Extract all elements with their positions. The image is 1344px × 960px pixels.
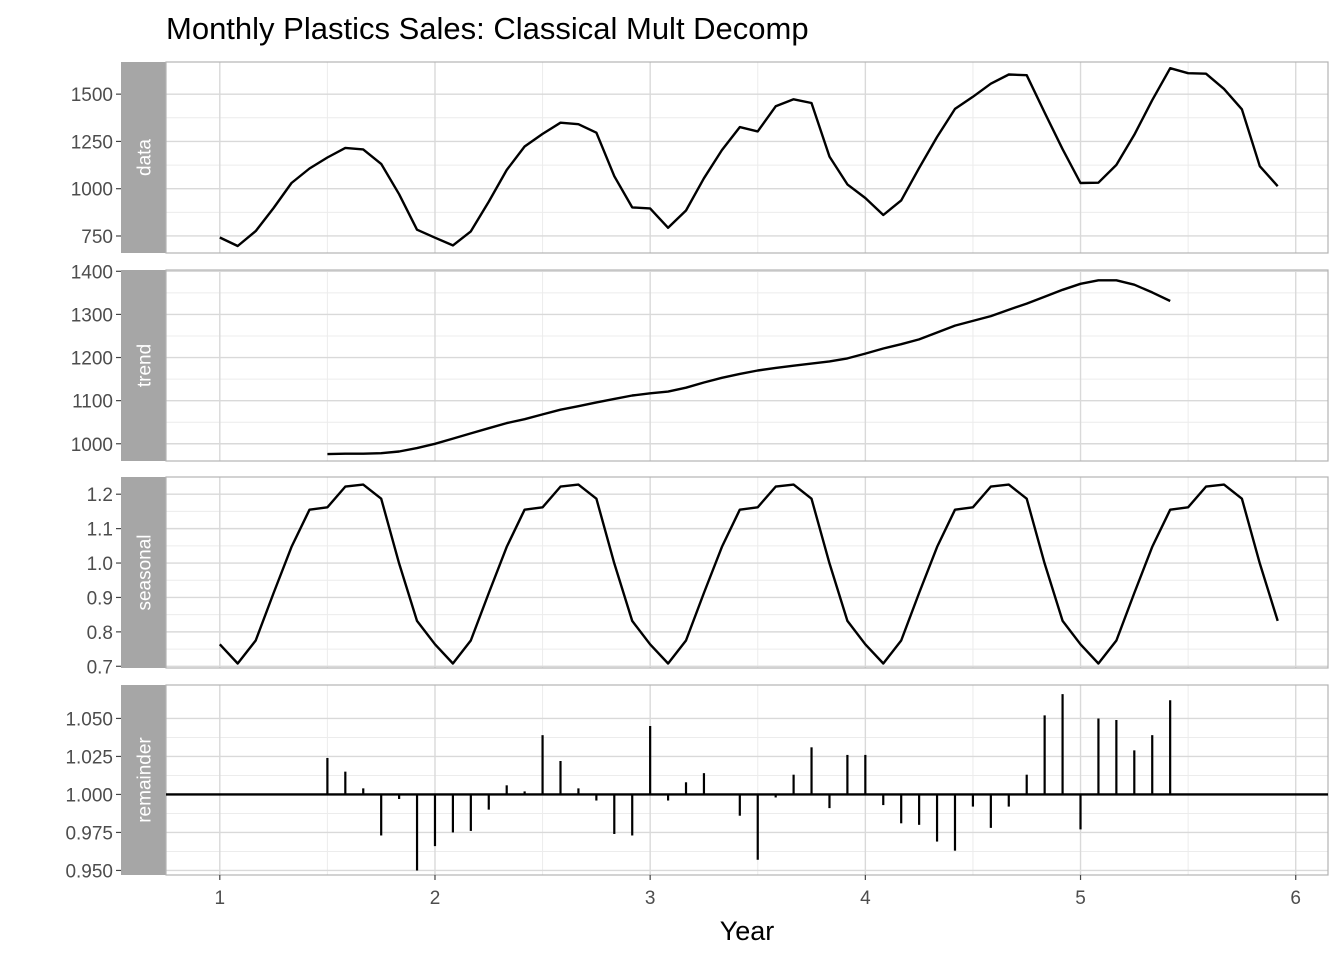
y-tick-label: 1100 — [72, 392, 113, 413]
panel-border — [165, 61, 1329, 254]
x-axis: 1 2 3 4 5 6 — [215, 875, 1301, 909]
y-tick-label: 0.7 — [87, 657, 113, 678]
y-tick-label: 1200 — [71, 349, 113, 370]
x-tick-label: 3 — [645, 888, 656, 909]
y-tick-label: 1250 — [71, 132, 113, 153]
y-tick-label: 0.975 — [65, 823, 113, 844]
panel-data: 750 1000 1250 1500 data — [71, 61, 1329, 254]
y-tick-label: 1300 — [71, 305, 113, 326]
panel-seasonal: 0.7 0.8 0.9 1.0 1.1 1.2 seasonal — [87, 476, 1329, 678]
x-tick-label: 1 — [215, 888, 226, 909]
strip-data — [121, 62, 166, 253]
strip-label-remainder: remainder — [135, 737, 156, 823]
panel-trend: 1000 1100 1200 1300 1400 trend — [71, 262, 1329, 462]
y-tick-label: 0.9 — [87, 588, 113, 609]
panel-border — [165, 476, 1329, 669]
y-tick-label: 1.0 — [87, 554, 113, 575]
x-tick-label: 6 — [1290, 888, 1301, 909]
strip-remainder — [121, 685, 166, 875]
y-tick-label: 1500 — [71, 85, 113, 106]
x-axis-label: Year — [720, 916, 775, 946]
y-tick-label: 1000 — [71, 180, 113, 201]
x-tick-label: 2 — [430, 888, 441, 909]
strip-trend — [121, 270, 166, 461]
y-tick-label: 1.025 — [65, 747, 113, 768]
strip-label-data: data — [135, 139, 156, 176]
panels-layer: 750 1000 1250 1500 data 1000 1100 1200 1300 1400 t… — [65, 61, 1329, 882]
y-tick-label: 0.950 — [65, 861, 113, 882]
strip-label-seasonal: seasonal — [135, 534, 156, 610]
y-tick-label: 1.2 — [87, 485, 113, 506]
x-tick-label: 4 — [860, 888, 871, 909]
y-tick-label: 0.8 — [87, 623, 113, 644]
panel-border — [165, 269, 1329, 462]
chart-title: Monthly Plastics Sales: Classical Mult D… — [166, 11, 809, 46]
panel-border — [165, 684, 1329, 876]
y-tick-label: 1000 — [71, 435, 113, 456]
y-tick-label: 1.000 — [65, 785, 113, 806]
series-line-data — [219, 66, 1279, 248]
y-tick-label: 1400 — [71, 262, 113, 283]
x-tick-label: 5 — [1075, 888, 1086, 909]
series-line-trend — [327, 279, 1171, 456]
y-tick-label: 1.1 — [87, 520, 113, 541]
panel-remainder: 0.950 0.975 1.000 1.025 1.050 remainder — [65, 684, 1329, 882]
strip-seasonal — [121, 477, 166, 668]
series-line-seasonal — [218, 483, 1279, 665]
y-tick-label: 1.050 — [65, 709, 113, 730]
y-tick-label: 750 — [81, 227, 113, 248]
strip-label-trend: trend — [135, 344, 156, 387]
